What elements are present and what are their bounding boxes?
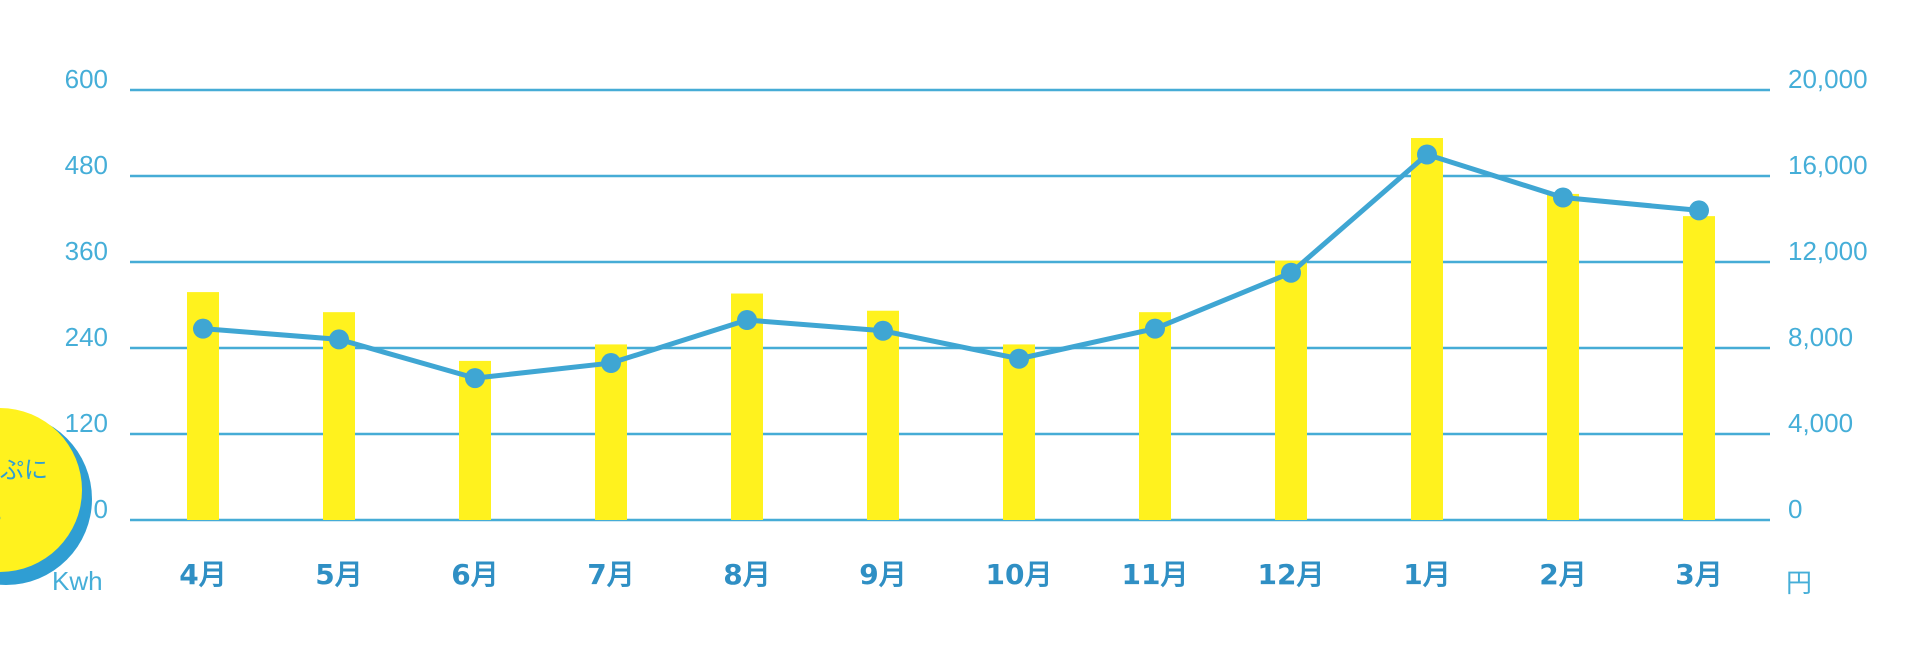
x-tick-label: 10月	[986, 558, 1053, 591]
data-point	[1145, 318, 1165, 339]
data-point	[329, 329, 349, 350]
x-tick-label: 11月	[1122, 558, 1189, 591]
bar	[731, 293, 763, 520]
data-point	[1417, 144, 1437, 165]
x-tick-label: 8月	[723, 558, 770, 591]
bar	[1275, 260, 1307, 520]
data-point	[1009, 348, 1029, 369]
x-tick-label: 9月	[859, 558, 906, 591]
right-tick-label: 16,000	[1788, 150, 1868, 180]
series-line	[202, 152, 1700, 381]
x-axis-ticks: 4月 5月 6月 7月 8月 9月 10月 11月 12月 1月 2月 3月	[179, 558, 1722, 591]
gridlines	[130, 88, 1770, 522]
left-tick-label: 480	[65, 150, 108, 180]
bar-series	[187, 138, 1715, 520]
badge-text-line2: 。	[0, 498, 16, 526]
bar	[867, 310, 899, 520]
bar	[595, 344, 627, 520]
x-tick-label: 5月	[315, 558, 362, 591]
data-point	[601, 353, 621, 374]
left-axis-unit: Kwh	[52, 566, 103, 596]
left-tick-label: 0	[94, 494, 108, 524]
right-tick-label: 12,000	[1788, 236, 1868, 266]
bar	[1003, 344, 1035, 520]
data-point	[737, 310, 757, 331]
x-tick-label: 6月	[451, 558, 498, 591]
data-point	[1553, 187, 1573, 208]
left-tick-label: 360	[65, 236, 108, 266]
badge-bubble: ぷに 。	[0, 408, 92, 585]
x-tick-label: 4月	[179, 558, 226, 591]
bar	[1139, 312, 1171, 520]
left-tick-label: 600	[65, 64, 108, 94]
right-tick-label: 4,000	[1788, 408, 1853, 438]
left-tick-label: 240	[65, 322, 108, 352]
right-tick-label: 8,000	[1788, 322, 1853, 352]
data-point	[193, 318, 213, 339]
right-tick-label: 0	[1788, 494, 1802, 524]
badge-text-line1: ぷに	[0, 456, 48, 484]
x-tick-label: 7月	[587, 558, 634, 591]
x-tick-label: 12月	[1258, 558, 1325, 591]
left-tick-label: 120	[65, 408, 108, 438]
bar	[1411, 138, 1443, 520]
x-tick-label: 1月	[1403, 558, 1450, 591]
line-series	[193, 144, 1709, 389]
left-axis-ticks: 0 120 240 360 480 600	[65, 64, 108, 524]
data-point	[465, 368, 485, 389]
data-point	[1689, 200, 1709, 221]
data-point	[873, 320, 893, 341]
bar	[1683, 216, 1715, 520]
bar	[1547, 193, 1579, 520]
right-axis-unit: 円	[1786, 568, 1812, 598]
right-tick-label: 20,000	[1788, 64, 1868, 94]
right-axis-ticks: 0 4,000 8,000 12,000 16,000 20,000	[1788, 64, 1868, 524]
badge-fill	[0, 408, 82, 572]
x-tick-label: 2月	[1539, 558, 1586, 591]
x-tick-label: 3月	[1675, 558, 1722, 591]
data-point	[1281, 262, 1301, 283]
